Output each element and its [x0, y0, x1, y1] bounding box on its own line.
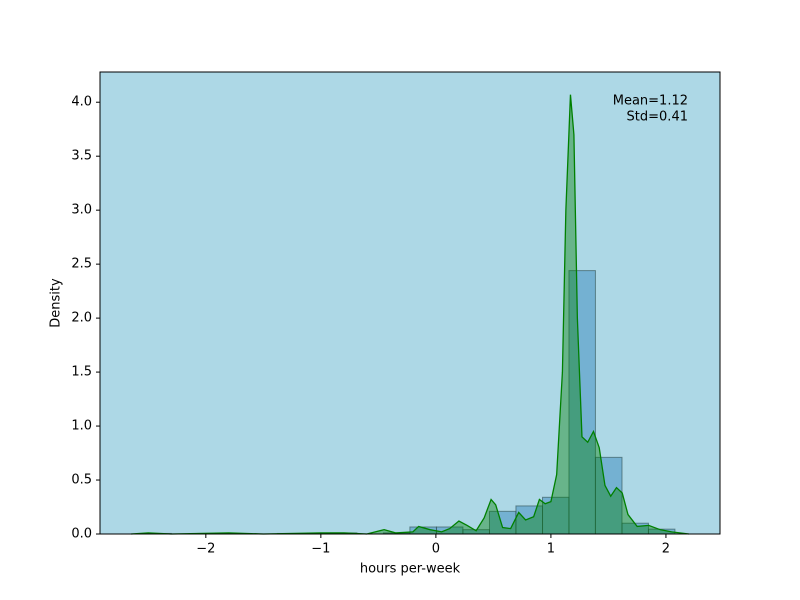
- x-tick-label: 0: [432, 542, 440, 557]
- y-tick-label: 0.0: [71, 527, 92, 542]
- kde-line: [131, 94, 690, 535]
- y-tick-label: 1.0: [71, 419, 92, 434]
- x-tick-label: 1: [547, 542, 555, 557]
- y-tick-label: 1.5: [71, 365, 92, 380]
- histogram-bar: [515, 505, 544, 535]
- annotation: Std=0.41: [627, 110, 688, 125]
- x-tick-label: 2: [662, 542, 670, 557]
- y-tick-label: 2.5: [71, 257, 92, 272]
- axes-frame: [99, 71, 721, 535]
- y-tick-label: 4.0: [71, 95, 92, 110]
- annotation: Mean=1.12: [613, 94, 688, 109]
- y-tick-label: 3.0: [71, 203, 92, 218]
- y-tick-label: 2.0: [71, 311, 92, 326]
- x-tick-label: −1: [311, 542, 330, 557]
- x-tick-label: −2: [196, 542, 215, 557]
- histogram-bar: [568, 270, 596, 535]
- y-tick-label: 3.5: [71, 149, 92, 164]
- y-axis-label: Density: [49, 278, 64, 328]
- y-tick-label: 0.5: [71, 473, 92, 488]
- x-axis-label: hours per-week: [360, 562, 461, 577]
- plot-layer: [131, 94, 690, 535]
- plot-area: [100, 72, 720, 534]
